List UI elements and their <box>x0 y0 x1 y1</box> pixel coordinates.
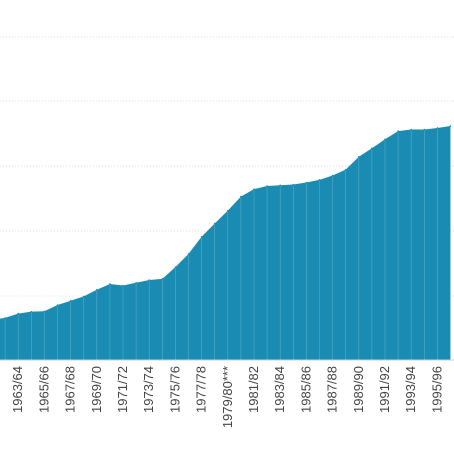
data-point <box>227 209 229 212</box>
data-point <box>109 283 111 285</box>
data-point <box>371 147 373 150</box>
area-fill <box>0 126 451 360</box>
data-point <box>96 289 98 291</box>
x-axis-tick-labels: 1961/621963/641965/661967/681969/701971/… <box>10 366 444 428</box>
x-tick-label: 1989/90 <box>351 366 366 413</box>
data-point <box>344 168 347 171</box>
data-point <box>122 284 124 287</box>
data-point <box>43 310 46 313</box>
data-point <box>4 317 6 319</box>
data-point <box>410 128 413 131</box>
x-tick-label: 1967/68 <box>63 366 78 413</box>
data-point <box>449 125 452 127</box>
x-tick-label: 1985/86 <box>298 366 313 413</box>
data-point <box>358 156 360 158</box>
data-point <box>187 253 190 255</box>
x-tick-label: 1977/78 <box>194 366 209 413</box>
x-tick-label: 1991/92 <box>377 366 392 413</box>
data-point <box>240 195 242 198</box>
data-point <box>436 127 439 129</box>
data-point <box>318 179 321 181</box>
x-tick-label: 1981/82 <box>246 366 261 413</box>
x-tick-label: 1987/88 <box>325 366 340 413</box>
data-point <box>30 310 33 313</box>
data-point <box>213 222 216 225</box>
x-tick-label: 1983/84 <box>272 366 287 413</box>
x-tick-label: 1973/74 <box>141 366 156 413</box>
data-point <box>423 128 426 131</box>
x-tick-label: 1995/96 <box>429 366 444 413</box>
x-tick-label: 1969/70 <box>89 366 104 413</box>
data-point <box>148 279 150 281</box>
data-point <box>397 130 399 132</box>
x-tick-label: 1971/72 <box>115 366 130 413</box>
data-point <box>279 184 282 187</box>
data-point <box>56 304 59 306</box>
data-point <box>174 266 177 268</box>
area-series <box>0 125 454 361</box>
data-point <box>331 174 334 177</box>
data-point <box>17 312 20 315</box>
data-point <box>69 299 72 302</box>
x-tick-label: 1993/94 <box>403 366 418 413</box>
x-tick-label: 1963/64 <box>10 366 25 413</box>
data-point <box>135 281 137 284</box>
data-point <box>161 278 164 280</box>
data-point <box>82 295 85 298</box>
x-tick-label: 1975/76 <box>167 366 182 413</box>
data-point <box>305 181 308 184</box>
data-point <box>266 185 268 187</box>
x-tick-label: 1979/80*** <box>220 366 235 428</box>
data-point <box>384 138 386 141</box>
data-point <box>200 235 203 238</box>
data-point <box>292 183 295 186</box>
x-tick-label: 1965/66 <box>36 366 51 413</box>
data-point <box>253 188 255 190</box>
